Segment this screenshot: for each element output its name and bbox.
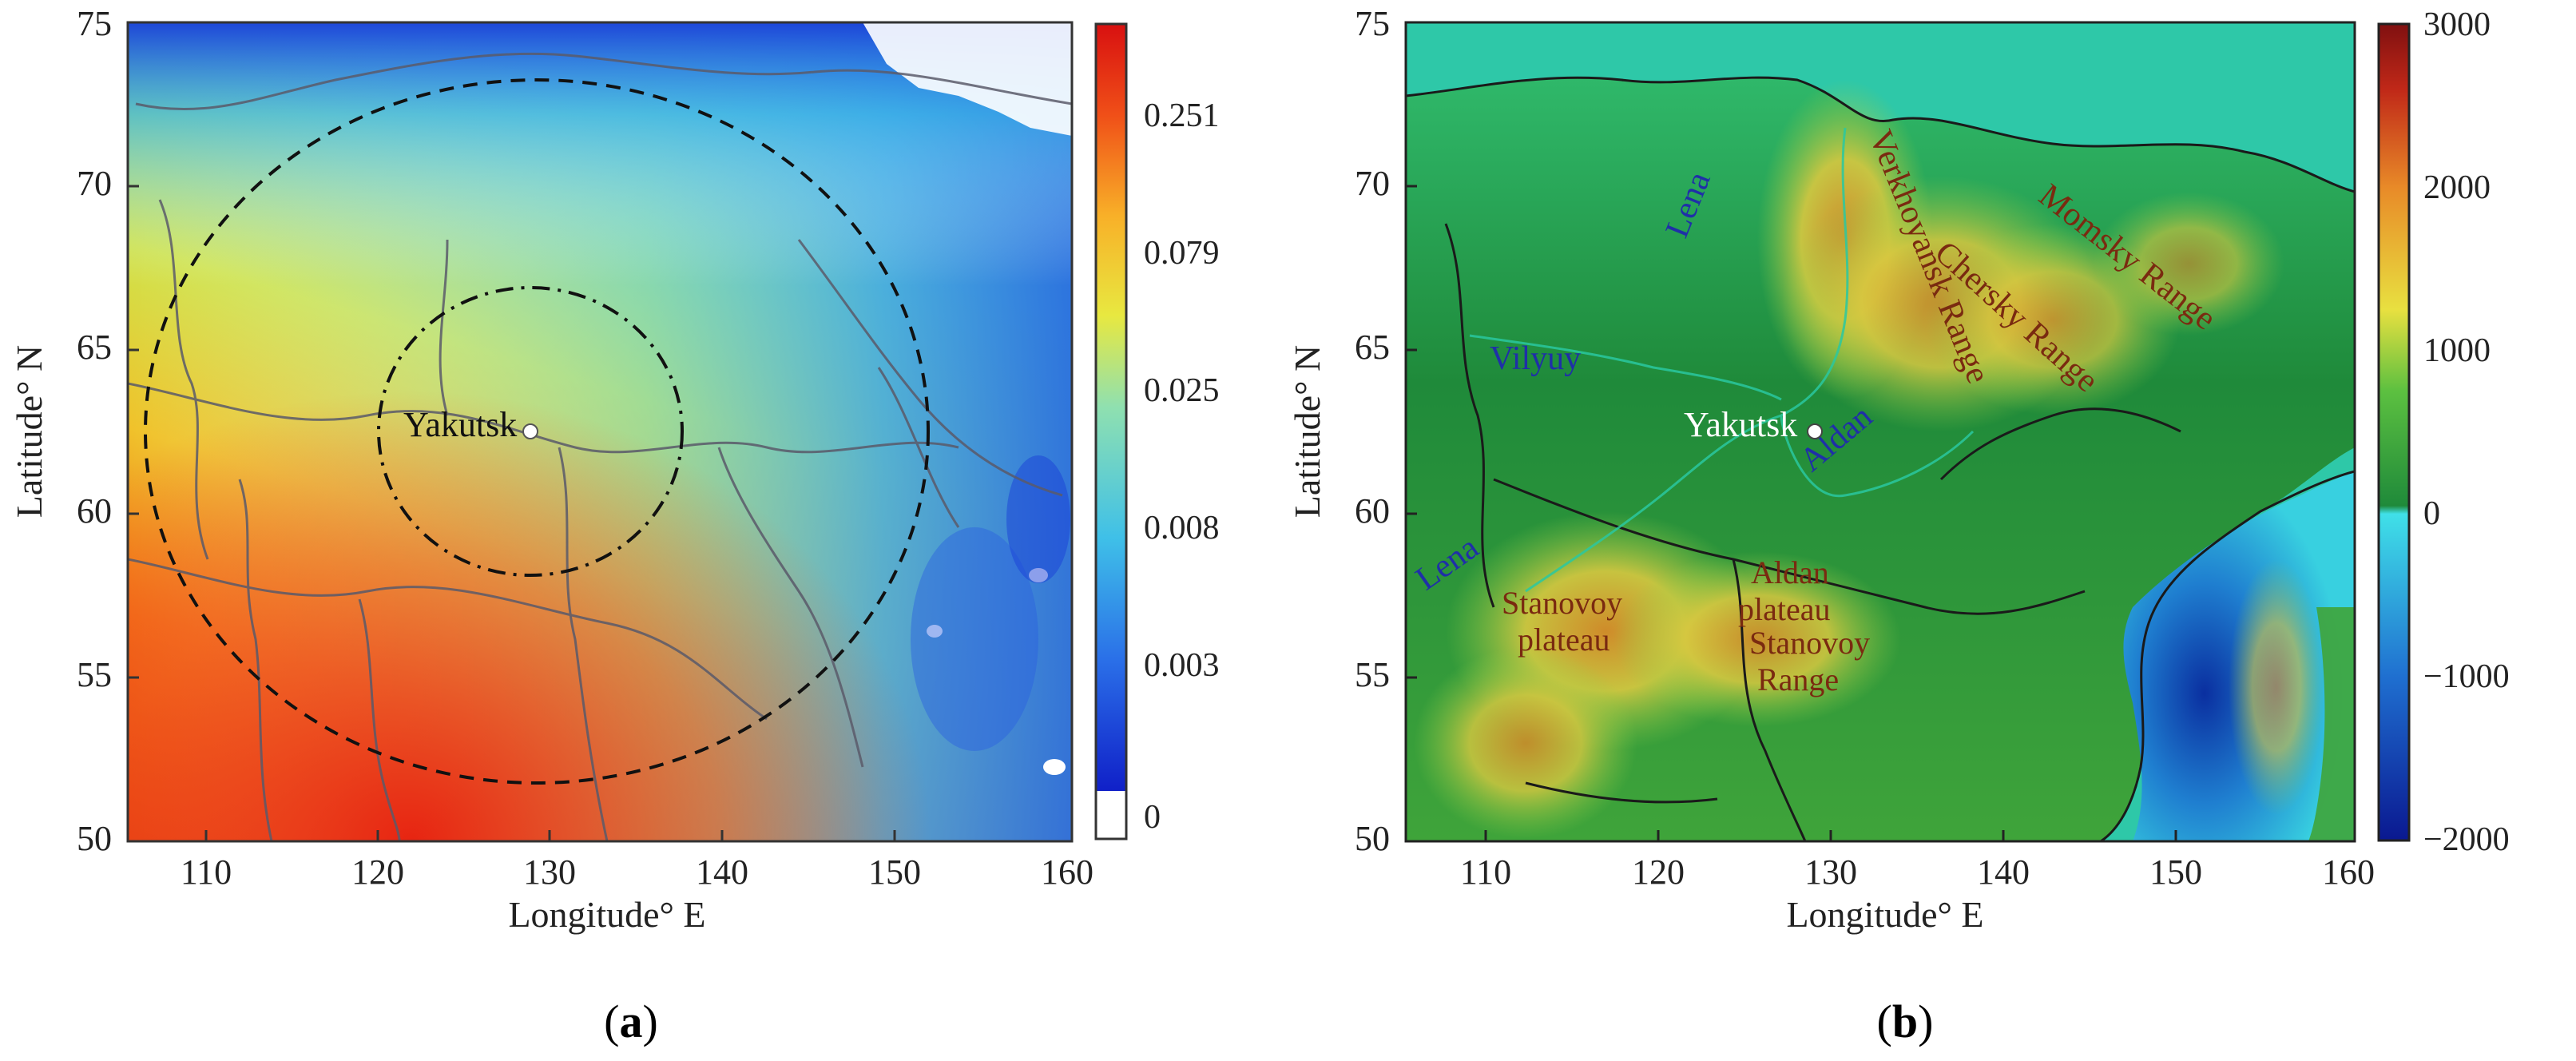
x-axis-ticks: 110 120 130 140 150 160 xyxy=(181,852,1094,892)
y-tick-marks xyxy=(128,185,139,679)
colorbar-tick: 0.008 xyxy=(1144,510,1220,546)
y-tick: 70 xyxy=(77,164,112,203)
colorbar-tick: 0.025 xyxy=(1144,372,1220,409)
colorbar-tick: 0 xyxy=(1144,799,1161,836)
x-tick-marks xyxy=(204,830,896,841)
y-axis-title: Latitude° N xyxy=(1287,345,1328,518)
y-axis-ticks: 75 70 65 60 55 50 xyxy=(1355,4,1390,858)
x-tick: 120 xyxy=(351,852,404,892)
x-tick: 160 xyxy=(1041,852,1094,892)
range-label-stanovoy-range: Stanovoy Range xyxy=(1749,625,1870,697)
yakutsk-marker xyxy=(522,423,538,439)
panel-b-figure: Lena Vilyuy Aldan Lena Verkhoyansk Range… xyxy=(1287,4,2510,935)
caption-letter: a xyxy=(619,995,643,1047)
precipitation-map xyxy=(128,22,1072,841)
x-axis-title: Longitude° E xyxy=(1786,894,1983,935)
colorbar-tick: −1000 xyxy=(2423,658,2510,695)
panel-a-figure: Yakutsk 75 70 65 60 55 50 110 120 130 14… xyxy=(9,4,1220,935)
yakutsk-label: Yakutsk xyxy=(403,405,517,444)
y-tick: 60 xyxy=(77,491,112,530)
caption-letter: b xyxy=(1891,995,1919,1047)
y-tick: 75 xyxy=(1355,4,1390,43)
x-tick: 120 xyxy=(1632,852,1685,892)
x-tick-marks xyxy=(1484,830,2177,841)
panel-a: Yakutsk 75 70 65 60 55 50 110 120 130 14… xyxy=(0,0,1286,1061)
y-tick: 60 xyxy=(1355,491,1390,530)
x-tick: 110 xyxy=(1460,852,1511,892)
x-tick: 150 xyxy=(868,852,921,892)
colorbar-tick: 0 xyxy=(2423,495,2440,532)
y-tick: 75 xyxy=(77,4,112,43)
colorbar-zero-swatch xyxy=(1096,791,1126,839)
colorbar-tick: −2000 xyxy=(2423,821,2510,858)
x-tick: 130 xyxy=(523,852,576,892)
colorbar-frame xyxy=(1094,22,1128,840)
y-axis-title: Latitude° N xyxy=(9,345,50,518)
colorbar-tick: 0.003 xyxy=(1144,647,1220,684)
y-tick: 55 xyxy=(1355,655,1390,694)
colorbar-tick: 2000 xyxy=(2423,169,2491,206)
y-tick: 55 xyxy=(77,655,112,694)
yakutsk-label: Yakutsk xyxy=(1684,405,1797,444)
y-tick-marks xyxy=(1406,185,1417,679)
colorbar-frame xyxy=(2377,22,2411,842)
x-tick: 160 xyxy=(2322,852,2375,892)
range-label-aldan-plateau: Aldan plateau xyxy=(1738,554,1831,627)
y-tick: 50 xyxy=(1355,819,1390,858)
caption-a: (a) xyxy=(604,995,658,1047)
colorbar-tick: 0.251 xyxy=(1144,97,1220,134)
colorbar-tick: 1000 xyxy=(2423,332,2491,369)
colorbar-ticks: 3000 2000 1000 0 −1000 −2000 xyxy=(2423,6,2510,858)
river-label-vilyuy: Vilyuy xyxy=(1490,340,1581,377)
caption-b: (b) xyxy=(1876,995,1934,1047)
y-tick: 70 xyxy=(1355,164,1390,203)
colorbar-tick: 3000 xyxy=(2423,6,2491,43)
x-axis-ticks: 110 120 130 140 150 160 xyxy=(1460,852,2375,892)
y-axis-ticks: 75 70 65 60 55 50 xyxy=(77,4,112,858)
y-tick: 65 xyxy=(77,328,112,367)
panel-b: Lena Vilyuy Aldan Lena Verkhoyansk Range… xyxy=(1286,0,2576,1061)
x-tick: 140 xyxy=(696,852,748,892)
topography-map xyxy=(1406,22,2355,841)
x-tick: 130 xyxy=(1804,852,1857,892)
x-tick: 110 xyxy=(181,852,232,892)
plot-frame xyxy=(126,21,1074,843)
colorbar-ticks: 0.251 0.079 0.025 0.008 0.003 0 xyxy=(1144,97,1220,836)
yakutsk-marker xyxy=(1807,423,1823,439)
x-axis-title: Longitude° E xyxy=(508,894,705,935)
range-label-stanovoy-plateau: Stanovoy plateau xyxy=(1502,585,1622,658)
colorbar xyxy=(1096,24,1126,791)
colorbar xyxy=(2379,24,2409,840)
y-tick: 50 xyxy=(77,819,112,858)
colorbar-tick: 0.079 xyxy=(1144,235,1220,272)
plot-frame xyxy=(1404,21,2356,843)
x-tick: 150 xyxy=(2149,852,2202,892)
y-tick: 65 xyxy=(1355,328,1390,367)
x-tick: 140 xyxy=(1977,852,2030,892)
